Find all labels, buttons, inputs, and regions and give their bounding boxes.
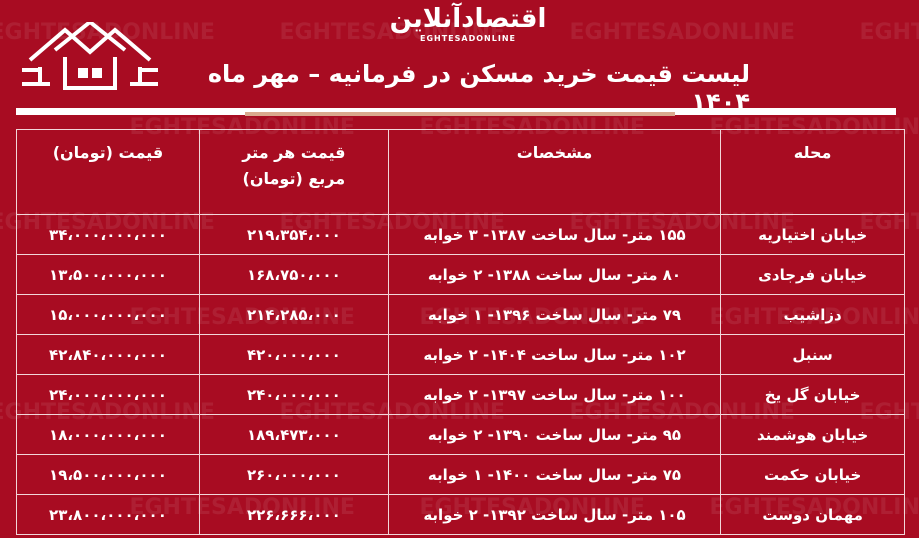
- cell-price-per-meter: ۲۱۴،۲۸۵،۰۰۰: [198, 294, 389, 335]
- cell-price-per-meter: ۱۸۹،۴۷۳،۰۰۰: [198, 414, 389, 455]
- header-specs: مشخصات: [387, 129, 722, 215]
- cell-specs: ۱۵۵ متر- سال ساخت ۱۳۸۷- ۳ خوابه: [387, 214, 722, 255]
- header-neighborhood: محله: [720, 129, 905, 215]
- cell-neighborhood: خیابان اختیاریه: [720, 214, 905, 255]
- cell-specs: ۱۰۰ متر- سال ساخت ۱۳۹۷- ۲ خوابه: [387, 374, 722, 415]
- cell-neighborhood: خیابان فرجادی: [720, 254, 905, 295]
- table-row: مهمان دوست ۱۰۵ متر- سال ساخت ۱۳۹۲- ۲ خواب…: [16, 494, 905, 535]
- table-row: خیابان فرجادی ۸۰ متر- سال ساخت ۱۳۸۸- ۲ خو…: [16, 254, 905, 295]
- table-row: خیابان اختیاریه ۱۵۵ متر- سال ساخت ۱۳۸۷- ۳…: [16, 214, 905, 255]
- house-icon: [22, 22, 158, 90]
- table-row: دزاشیب ۷۹ متر- سال ساخت ۱۳۹۶- ۱ خوابه ۲۱۴،…: [16, 294, 905, 335]
- cell-price-per-meter: ۲۴۰،۰۰۰،۰۰۰: [198, 374, 389, 415]
- header-total-price: قیمت (تومان): [16, 129, 200, 215]
- cell-total-price: ۲۳،۸۰۰،۰۰۰،۰۰۰: [16, 494, 200, 535]
- cell-specs: ۸۰ متر- سال ساخت ۱۳۸۸- ۲ خوابه: [387, 254, 722, 295]
- cell-specs: ۷۵ متر- سال ساخت ۱۴۰۰- ۱ خوابه: [387, 454, 722, 495]
- cell-total-price: ۴۲،۸۴۰،۰۰۰،۰۰۰: [16, 334, 200, 375]
- table-row: خیابان هوشمند ۹۵ متر- سال ساخت ۱۳۹۰- ۲ خو…: [16, 414, 905, 455]
- watermark: EGHTESADONLINE: [569, 20, 795, 45]
- cell-price-per-meter: ۲۱۹،۳۵۴،۰۰۰: [198, 214, 389, 255]
- cell-price-per-meter: ۲۲۶،۶۶۶،۰۰۰: [198, 494, 389, 535]
- cell-neighborhood: خیابان حکمت: [720, 454, 905, 495]
- table-row: خیابان حکمت ۷۵ متر- سال ساخت ۱۴۰۰- ۱ خواب…: [16, 454, 905, 495]
- watermark: EGHTESADONLINE: [0, 20, 215, 45]
- logo-text-en: EGHTESADONLINE: [420, 34, 516, 43]
- header-price-per-meter: قیمت هر متر مربع (تومان): [198, 129, 389, 215]
- cell-total-price: ۲۴،۰۰۰،۰۰۰،۰۰۰: [16, 374, 200, 415]
- brand-logo: اقتصادآنلاین EGHTESADONLINE: [383, 4, 553, 43]
- cell-neighborhood: دزاشیب: [720, 294, 905, 335]
- accent-divider: [245, 112, 675, 116]
- table-header-row: محله مشخصات قیمت هر متر مربع (تومان) قیم…: [16, 129, 905, 215]
- cell-neighborhood: خیابان هوشمند: [720, 414, 905, 455]
- cell-price-per-meter: ۱۶۸،۷۵۰،۰۰۰: [198, 254, 389, 295]
- cell-price-per-meter: ۴۲۰،۰۰۰،۰۰۰: [198, 334, 389, 375]
- cell-total-price: ۱۹،۵۰۰،۰۰۰،۰۰۰: [16, 454, 200, 495]
- cell-neighborhood: خیابان گل یخ: [720, 374, 905, 415]
- cell-specs: ۱۰۲ متر- سال ساخت ۱۴۰۴- ۲ خوابه: [387, 334, 722, 375]
- cell-neighborhood: سنبل: [720, 334, 905, 375]
- table-row: سنبل ۱۰۲ متر- سال ساخت ۱۴۰۴- ۲ خوابه ۴۲۰،۰…: [16, 334, 905, 375]
- cell-total-price: ۳۴،۰۰۰،۰۰۰،۰۰۰: [16, 214, 200, 255]
- logo-text-fa: اقتصادآنلاین: [389, 4, 547, 34]
- cell-total-price: ۱۳،۵۰۰،۰۰۰،۰۰۰: [16, 254, 200, 295]
- cell-neighborhood: مهمان دوست: [720, 494, 905, 535]
- price-table: محله مشخصات قیمت هر متر مربع (تومان) قیم…: [16, 129, 905, 535]
- cell-price-per-meter: ۲۶۰،۰۰۰،۰۰۰: [198, 454, 389, 495]
- watermark: EGHTESADONLINE: [859, 20, 919, 45]
- cell-specs: ۷۹ متر- سال ساخت ۱۳۹۶- ۱ خوابه: [387, 294, 722, 335]
- cell-total-price: ۱۸،۰۰۰،۰۰۰،۰۰۰: [16, 414, 200, 455]
- table-row: خیابان گل یخ ۱۰۰ متر- سال ساخت ۱۳۹۷- ۲ خو…: [16, 374, 905, 415]
- cell-specs: ۱۰۵ متر- سال ساخت ۱۳۹۲- ۲ خوابه: [387, 494, 722, 535]
- cell-total-price: ۱۵،۰۰۰،۰۰۰،۰۰۰: [16, 294, 200, 335]
- cell-specs: ۹۵ متر- سال ساخت ۱۳۹۰- ۲ خوابه: [387, 414, 722, 455]
- page-title: لیست قیمت خرید مسکن در فرمانیه – مهر ماه…: [207, 60, 750, 116]
- watermark: EGHTESADONLINE: [279, 20, 505, 45]
- divider: [16, 108, 896, 115]
